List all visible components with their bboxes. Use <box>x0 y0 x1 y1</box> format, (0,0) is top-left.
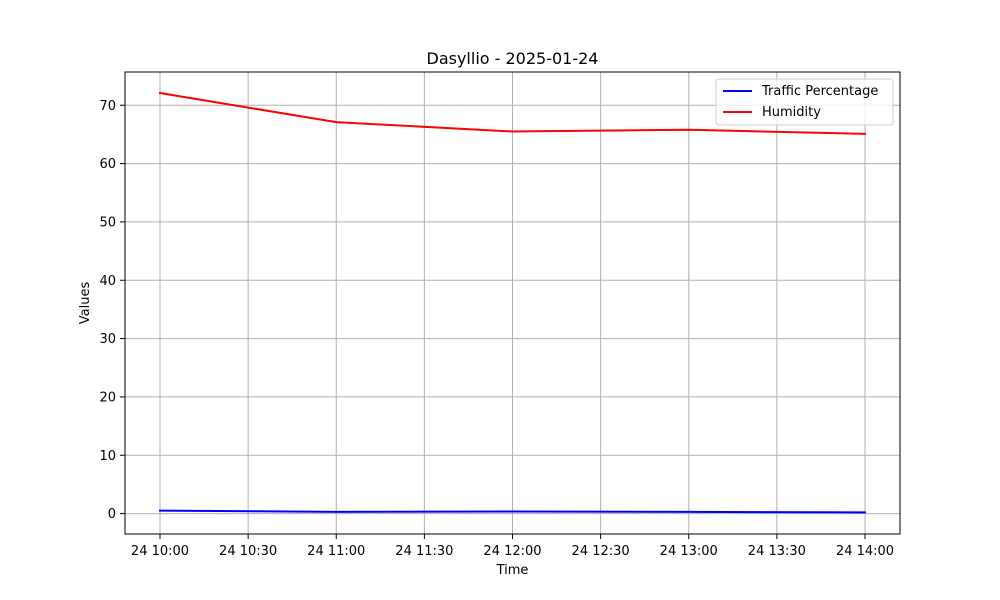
x-axis-title: Time <box>496 563 529 578</box>
series-line-humidity <box>158 91 867 135</box>
x-tick-label: 24 12:30 <box>572 544 630 559</box>
x-tick-label: 24 11:30 <box>395 544 453 559</box>
x-tick-label: 24 12:00 <box>483 544 541 559</box>
legend-label-traffic-percentage: Traffic Percentage <box>761 84 878 99</box>
x-tick-label: 24 13:00 <box>660 544 718 559</box>
chart-title: Dasyllio - 2025-01-24 <box>427 49 599 68</box>
y-tick-label: 40 <box>99 274 116 289</box>
x-tick-label: 24 10:30 <box>219 544 277 559</box>
x-tick-label: 24 11:00 <box>307 544 365 559</box>
y-tick-label: 70 <box>99 99 116 114</box>
x-tick-label: 24 14:00 <box>836 544 894 559</box>
legend-box <box>715 78 894 126</box>
series-layer <box>158 91 867 514</box>
series-line-traffic-percentage <box>158 509 867 514</box>
x-tick-label: 24 10:00 <box>131 544 189 559</box>
legend: Traffic Percentage Humidity <box>715 78 894 126</box>
axes: 24 10:00 24 10:30 24 11:00 24 11:30 24 12:00… <box>99 99 894 559</box>
y-tick-label: 10 <box>99 449 116 464</box>
y-tick-label: 50 <box>99 215 116 230</box>
y-axis-title: Values <box>78 282 93 325</box>
legend-label-humidity: Humidity <box>762 105 821 120</box>
y-tick-label: 60 <box>99 157 116 172</box>
y-tick-label: 30 <box>99 332 116 347</box>
x-tick-label: 24 13:30 <box>748 544 806 559</box>
y-tick-label: 0 <box>108 507 116 522</box>
y-tick-label: 20 <box>99 390 116 405</box>
